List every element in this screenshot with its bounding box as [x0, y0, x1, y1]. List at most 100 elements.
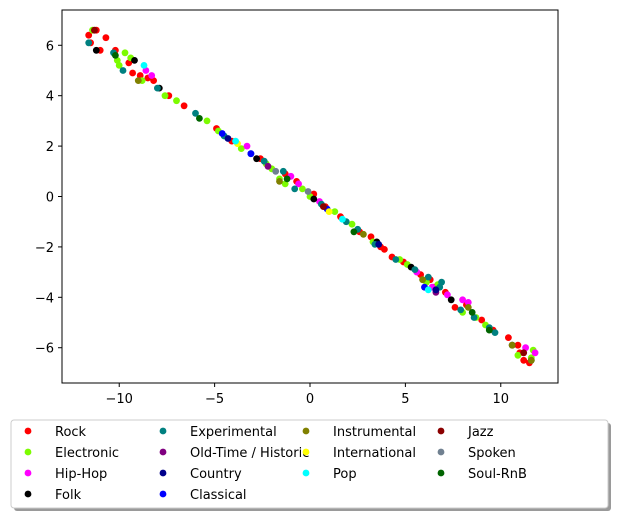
data-point: [232, 137, 240, 145]
legend-label: International: [333, 446, 416, 461]
data-point: [115, 62, 123, 69]
data-point: [438, 278, 445, 286]
data-point: [531, 349, 539, 357]
data-point: [485, 326, 493, 334]
data-point: [520, 349, 528, 357]
y-tick-label: −2: [35, 241, 54, 256]
data-point: [85, 31, 93, 39]
x-tick-label: 5: [401, 392, 409, 407]
legend: Rock Electronic Hip-Hop Folk Experimental Old…: [10, 419, 611, 511]
data-point: [129, 69, 137, 77]
legend-marker: [159, 427, 167, 435]
data-point: [131, 57, 138, 64]
data-point: [367, 233, 375, 241]
legend-label: Hip-Hop: [55, 467, 107, 482]
legend-label: Electronic: [55, 446, 119, 461]
y-tick-label: −6: [35, 342, 54, 357]
legend-marker: [437, 469, 445, 477]
legend-marker: [24, 448, 32, 456]
legend-label: Old-Time / Historic: [190, 446, 309, 461]
legend-label: Soul-RnB: [468, 467, 527, 482]
data-point: [478, 316, 486, 324]
y-tick-label: −4: [35, 291, 54, 306]
legend-label: Country: [190, 467, 242, 482]
data-point: [470, 314, 478, 321]
data-point: [419, 276, 426, 284]
legend-label: Pop: [333, 467, 357, 482]
data-point: [392, 256, 400, 263]
data-point: [134, 77, 142, 84]
data-point: [299, 185, 306, 193]
x-tick-label: −10: [106, 392, 133, 407]
data-point: [508, 341, 516, 349]
data-point: [381, 246, 388, 253]
data-point: [444, 291, 451, 299]
data-point: [136, 72, 144, 79]
data-point: [464, 299, 472, 306]
data-point: [514, 341, 522, 349]
data-point: [514, 351, 522, 359]
data-point: [451, 304, 459, 311]
data-point: [121, 49, 129, 57]
data-point: [304, 188, 312, 195]
data-point: [140, 62, 148, 69]
x-tick-label: 0: [306, 392, 314, 407]
data-point: [112, 52, 119, 59]
data-point: [375, 241, 383, 248]
data-point: [148, 72, 156, 79]
legend-marker: [24, 490, 32, 498]
data-point: [218, 130, 226, 137]
legend-marker: [159, 469, 167, 477]
data-point: [360, 230, 367, 238]
data-point: [203, 117, 211, 125]
data-point: [527, 356, 535, 364]
data-point: [468, 309, 476, 316]
legend-label: Folk: [55, 488, 82, 503]
legend-marker: [302, 469, 310, 477]
data-point: [91, 26, 98, 34]
data-point: [424, 273, 432, 281]
data-points: [85, 26, 539, 367]
data-point: [92, 46, 100, 54]
data-point: [161, 92, 169, 100]
data-point: [279, 167, 287, 175]
data-point: [520, 356, 528, 364]
y-axis: −6 −4 −2 0 2 4 6: [35, 39, 62, 357]
x-tick-label: −5: [205, 392, 224, 407]
data-point: [247, 150, 255, 158]
legend-label: Jazz: [467, 425, 494, 440]
data-point: [180, 102, 188, 110]
y-tick-label: 4: [46, 90, 54, 105]
data-point: [119, 67, 127, 74]
legend-marker: [302, 448, 310, 456]
legend-frame: [10, 419, 609, 509]
legend-items: Rock Electronic Hip-Hop Folk Experimental Old…: [24, 425, 527, 503]
data-point: [505, 334, 512, 341]
data-point: [276, 178, 283, 185]
legend-marker: [159, 448, 167, 456]
legend-marker: [159, 490, 167, 498]
data-point: [339, 215, 346, 223]
data-point: [411, 266, 419, 273]
data-point: [150, 77, 158, 84]
data-point: [348, 220, 356, 228]
data-point: [320, 203, 327, 211]
legend-label: Spoken: [468, 446, 516, 461]
data-point: [272, 167, 280, 175]
data-point: [260, 157, 268, 165]
data-point: [310, 195, 318, 203]
legend-marker: [437, 448, 445, 456]
data-point: [192, 109, 199, 117]
data-point: [464, 304, 472, 311]
data-point: [432, 286, 440, 294]
x-axis: −10 −5 0 5 10: [106, 383, 509, 407]
legend-label: Classical: [190, 488, 247, 503]
data-point: [243, 142, 251, 150]
data-point: [491, 329, 499, 336]
y-tick-label: 2: [46, 140, 54, 155]
data-point: [142, 67, 150, 74]
data-point: [173, 97, 180, 105]
data-point: [459, 296, 466, 304]
y-tick-label: 0: [46, 191, 54, 206]
